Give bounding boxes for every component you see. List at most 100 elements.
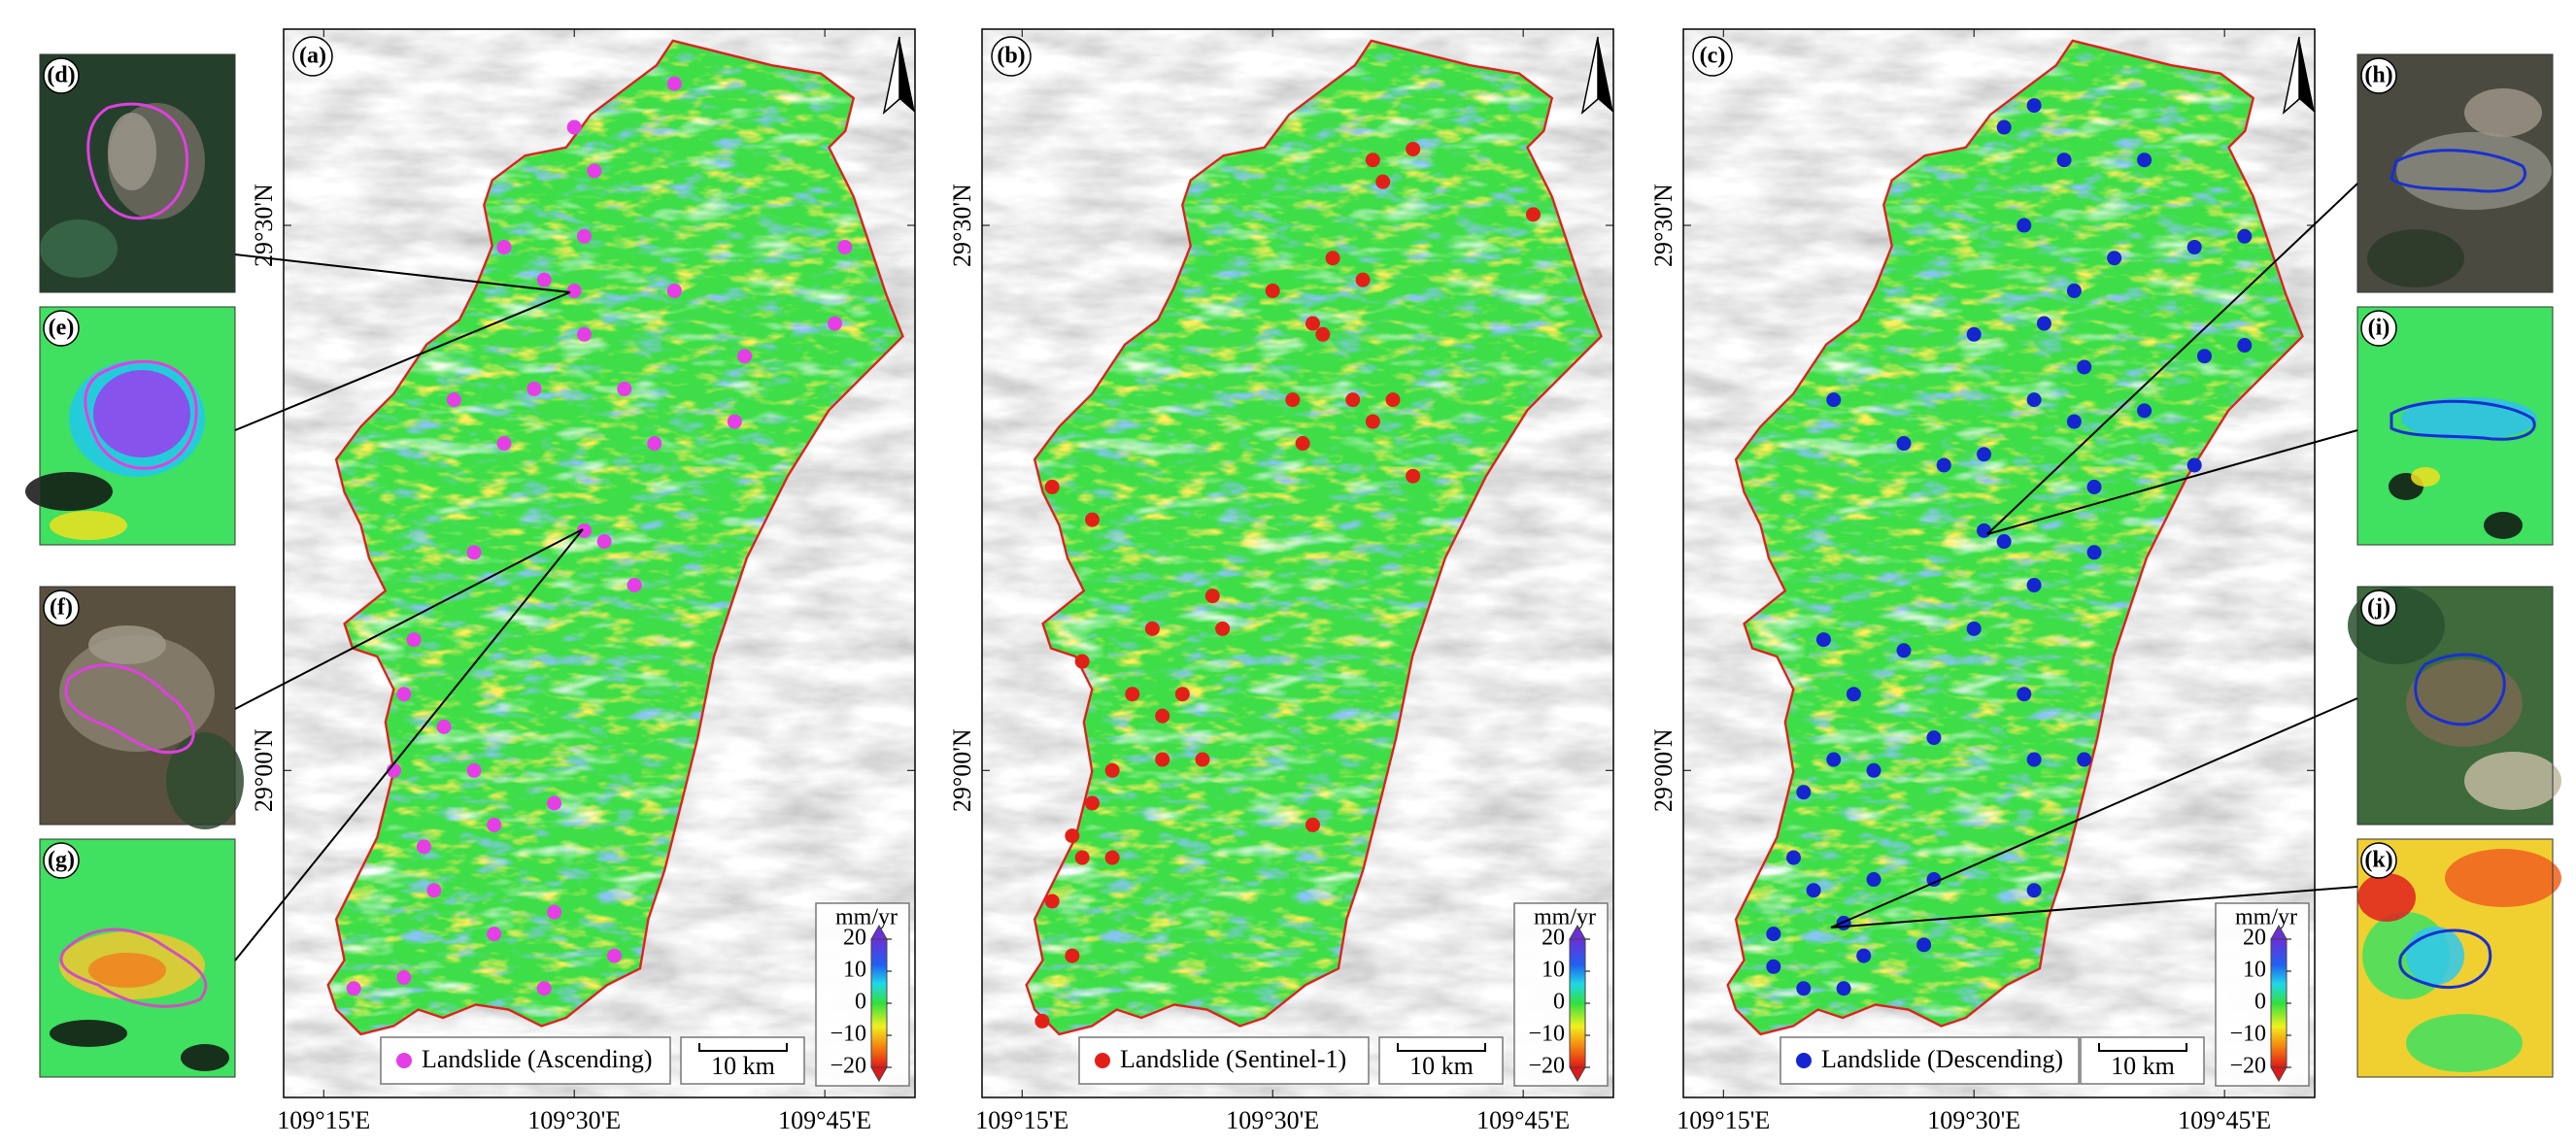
scale-bar: 10 km xyxy=(2080,1036,2205,1085)
colorbar-tick-label: 0 xyxy=(855,990,866,1015)
landslide-point xyxy=(396,687,412,702)
landslide-point xyxy=(1977,447,1992,462)
landslide-point xyxy=(587,163,602,179)
legend: Landslide (Descending) xyxy=(1779,1036,2080,1085)
landslide-point xyxy=(647,436,662,452)
panel-label-badge xyxy=(991,36,1032,77)
landslide-point xyxy=(1406,468,1421,484)
landslide-point xyxy=(2026,392,2042,408)
inset: (h) xyxy=(2356,53,2554,293)
connectors xyxy=(234,183,2358,961)
landslide-point xyxy=(466,762,482,778)
landslide-point xyxy=(2186,457,2202,473)
landslide-point xyxy=(1044,479,1060,494)
landslide-point xyxy=(1826,752,1842,767)
colorbar-unit: mm/yr xyxy=(835,905,898,930)
landslide-point xyxy=(1815,632,1831,648)
x-tick-label: 109°15'E xyxy=(1677,1106,1770,1134)
colorbar-tick-label: −20 xyxy=(2229,1054,2266,1079)
landslide-point xyxy=(1295,436,1310,452)
inset-frame xyxy=(39,306,236,546)
landslide-point xyxy=(547,795,562,811)
scale-label: 10 km xyxy=(2111,1052,2175,1080)
inset-label: (g) xyxy=(48,848,75,873)
inset-texture xyxy=(88,625,166,664)
landslide-point xyxy=(416,839,431,855)
landslide-point xyxy=(1866,872,1881,888)
landslide-point xyxy=(1926,730,1942,746)
scale-box xyxy=(2080,1036,2205,1085)
inset-label-badge xyxy=(2360,57,2397,94)
scale-box xyxy=(680,1036,805,1085)
landslide-point xyxy=(2056,152,2072,168)
landslide-point xyxy=(2017,687,2032,702)
landslide-point xyxy=(1074,654,1090,669)
connector xyxy=(1830,886,2358,928)
inset-texture xyxy=(2406,927,2464,985)
landslide-point xyxy=(577,523,593,538)
landslide-point xyxy=(1104,850,1120,865)
inset-label: (j) xyxy=(2367,595,2390,621)
connector xyxy=(234,528,584,710)
landslide-point xyxy=(1406,141,1421,156)
inset-texture xyxy=(2348,587,2445,664)
x-tick-label: 109°15'E xyxy=(277,1106,370,1134)
landslide-point xyxy=(496,436,512,452)
y-tick-label: 29°00'N xyxy=(1649,728,1678,812)
inset-label: (d) xyxy=(47,63,75,88)
map-panel: 109°15'E 109°30'E 109°45'E 29°30'N 29°00'N La… xyxy=(1649,28,2316,1134)
legend: Landslide (Sentinel-1) xyxy=(1078,1036,1370,1085)
landslide-point xyxy=(1916,937,1932,953)
landslide-point xyxy=(2066,283,2082,298)
legend-label: Landslide (Descending) xyxy=(1821,1045,2063,1073)
inset-label-badge xyxy=(2360,590,2397,626)
north-arrow-right xyxy=(1598,37,1613,113)
landslide-point xyxy=(436,719,452,734)
legend-box xyxy=(1779,1036,2080,1085)
landslide-point xyxy=(1144,621,1160,636)
colorbar-tick-label: −20 xyxy=(1528,1054,1565,1079)
landslide-point xyxy=(426,883,442,898)
colorbar-tick-label: −10 xyxy=(830,1022,866,1047)
panel-label: (a) xyxy=(299,44,326,69)
inset: (j) xyxy=(2348,586,2561,826)
inset-texture xyxy=(93,370,190,457)
landslide-point xyxy=(666,283,682,298)
landslide-point xyxy=(827,316,842,331)
landslide-point xyxy=(2237,338,2253,354)
landslide-point xyxy=(487,927,502,942)
landslide-point xyxy=(1936,457,1951,473)
legend: Landslide (Ascending) xyxy=(380,1036,671,1085)
landslide-point xyxy=(1836,915,1851,930)
landslide-outline xyxy=(2398,928,2492,990)
inset-label: (k) xyxy=(2364,848,2392,873)
inset-label-badge xyxy=(2360,310,2397,347)
landslide-point xyxy=(2077,752,2092,767)
colorbar-tick-label: −10 xyxy=(2229,1022,2266,1047)
landslide-point xyxy=(2026,577,2042,592)
landslide-point xyxy=(1525,207,1541,222)
colorbar-box xyxy=(2215,902,2310,1087)
inset-frame xyxy=(39,838,236,1078)
inset: (i) xyxy=(2356,306,2554,546)
legend-box xyxy=(1078,1036,1370,1085)
colorbar-tick-label: 20 xyxy=(2243,926,2266,951)
landslide-point xyxy=(1365,152,1380,168)
landslide-point xyxy=(1926,872,1942,888)
landslide-point xyxy=(1896,436,1912,452)
landslide-point xyxy=(2237,228,2253,244)
north-arrow-right xyxy=(2299,37,2315,113)
colorbar-unit: mm/yr xyxy=(2235,905,2297,930)
inset-texture xyxy=(2367,229,2464,287)
landslide-point xyxy=(606,948,622,963)
inset-texture xyxy=(2445,849,2561,907)
landslide-point xyxy=(1856,948,1872,963)
landslide-point xyxy=(577,228,593,244)
inset: (k) xyxy=(2356,838,2561,1078)
landslide-point xyxy=(1896,643,1912,658)
inset-texture xyxy=(2484,512,2523,539)
landslide-point xyxy=(1966,326,1982,342)
